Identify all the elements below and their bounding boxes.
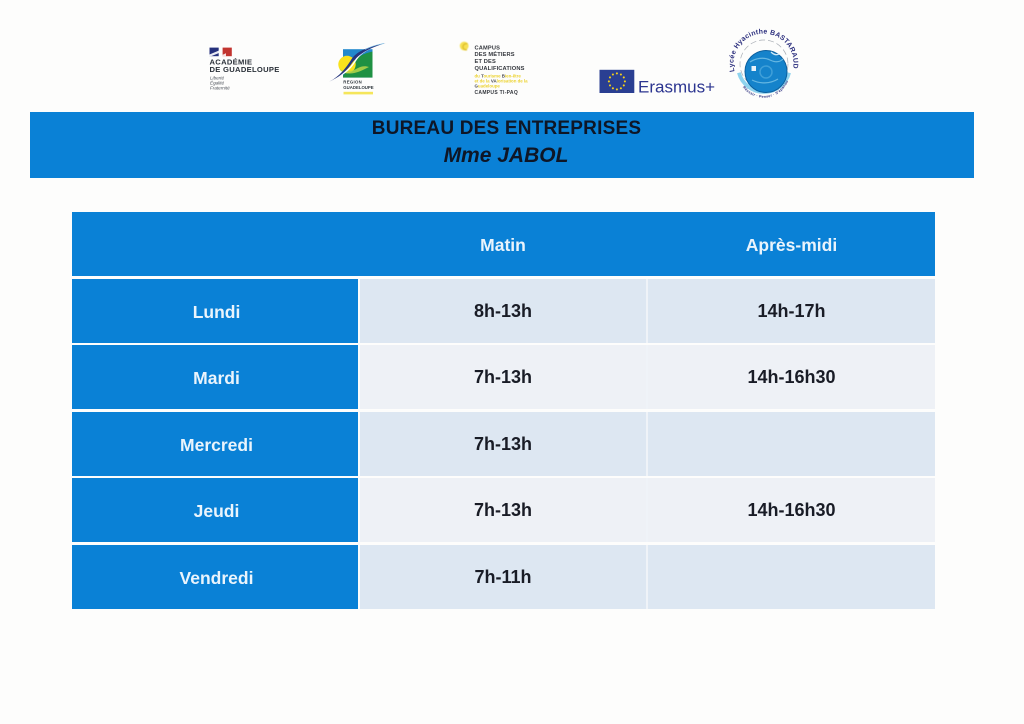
svg-text:Guadeloupe: Guadeloupe: [475, 84, 501, 89]
svg-text:DE GUADELOUPE: DE GUADELOUPE: [210, 65, 280, 74]
svg-text:QUALIFICATIONS: QUALIFICATIONS: [475, 66, 525, 72]
svg-text:GUADELOUPE: GUADELOUPE: [343, 85, 373, 90]
svg-text:Fraternité: Fraternité: [210, 86, 230, 91]
svg-text:Liberté: Liberté: [210, 76, 224, 81]
svg-text:Égalité: Égalité: [210, 80, 224, 86]
svg-text:DES MÉTIERS: DES MÉTIERS: [475, 50, 515, 58]
svg-text:Erasmus+: Erasmus+: [638, 78, 715, 97]
svg-text:et de la VAlorisation de la: et de la VAlorisation de la: [475, 78, 529, 83]
svg-text:du Tourisme Bien-être: du Tourisme Bien-être: [475, 73, 522, 78]
svg-text:CAMPUS: CAMPUS: [475, 45, 501, 51]
svg-text:ET DES: ET DES: [475, 59, 496, 65]
svg-text:REGION: REGION: [343, 80, 362, 85]
svg-text:CAMPUS TI-PAQ: CAMPUS TI-PAQ: [475, 90, 519, 96]
svg-text:ACADÉMIE: ACADÉMIE: [210, 58, 253, 67]
